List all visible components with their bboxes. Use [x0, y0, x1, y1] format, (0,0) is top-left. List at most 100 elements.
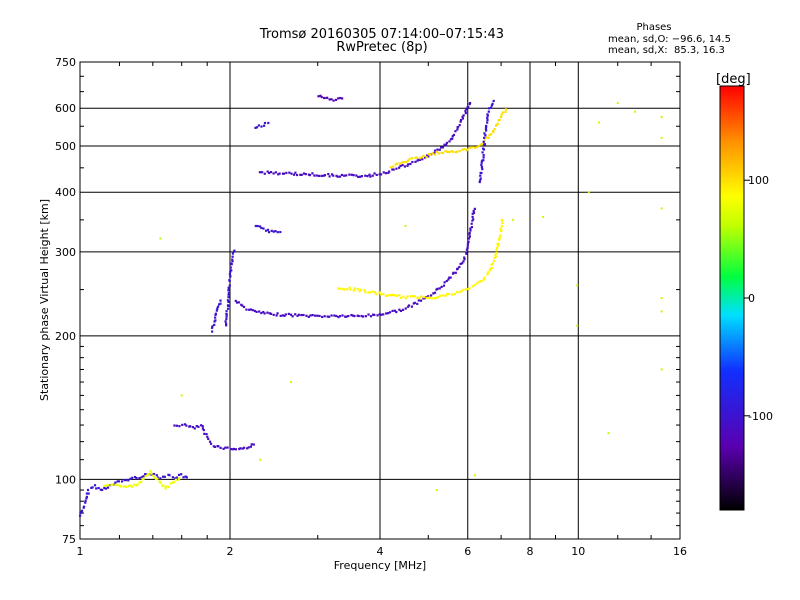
- data-point: [438, 148, 441, 151]
- data-point: [396, 162, 399, 165]
- data-point: [263, 124, 266, 127]
- data-point: [284, 313, 287, 316]
- data-point: [97, 486, 100, 490]
- data-point: [338, 175, 342, 178]
- data-point: [452, 150, 455, 153]
- data-point: [360, 175, 364, 178]
- data-point: [494, 253, 497, 257]
- data-point: [427, 155, 430, 158]
- data-point: [404, 307, 407, 310]
- data-point: [356, 314, 359, 317]
- data-point: [216, 305, 220, 308]
- data-point: [456, 267, 459, 270]
- data-point: [158, 480, 161, 483]
- data-point: [84, 501, 87, 504]
- data-point: [480, 163, 483, 167]
- data-point: [490, 106, 493, 109]
- data-point: [114, 483, 117, 486]
- data-point: [443, 281, 446, 284]
- data-point: [87, 492, 90, 495]
- data-point: [321, 315, 324, 319]
- data-point: [486, 116, 489, 119]
- data-point: [399, 296, 403, 300]
- data-point: [202, 428, 205, 432]
- data-point: [417, 158, 420, 161]
- data-point: [85, 497, 88, 500]
- data-point: [328, 98, 331, 101]
- data-point: [441, 151, 445, 155]
- data-point: [486, 273, 489, 276]
- data-point: [463, 258, 466, 261]
- data-point: [395, 167, 398, 170]
- data-point: [436, 287, 439, 290]
- data-point: [500, 115, 503, 118]
- data-point: [95, 487, 98, 490]
- data-point: [316, 314, 319, 317]
- data-point: [178, 425, 181, 428]
- data-point: [378, 313, 381, 316]
- data-point: [278, 172, 281, 175]
- data-point: [465, 288, 468, 291]
- data-point: [215, 309, 218, 312]
- data-point: [269, 170, 273, 174]
- data-point: [448, 276, 451, 279]
- data-point: [168, 474, 171, 477]
- data-point: [398, 166, 401, 169]
- data-point: [483, 136, 486, 139]
- data-point: [418, 297, 421, 300]
- data-point: [454, 130, 457, 133]
- data-point: [129, 477, 132, 480]
- data-point: [237, 301, 240, 304]
- data-point: [254, 224, 257, 228]
- data-point: [255, 126, 259, 129]
- data-point: [465, 248, 469, 251]
- data-point: [347, 314, 350, 318]
- data-point: [251, 309, 254, 312]
- data-point: [382, 292, 385, 296]
- data-point: [484, 134, 487, 137]
- data-point: [355, 174, 358, 177]
- data-point: [485, 129, 488, 132]
- data-point: [285, 171, 288, 175]
- data-point: [296, 314, 299, 317]
- data-point: [326, 315, 329, 318]
- data-point: [437, 152, 440, 155]
- data-point: [399, 309, 403, 313]
- data-point: [500, 229, 503, 232]
- data-point: [227, 286, 230, 289]
- data-point: [277, 173, 280, 176]
- data-point: [395, 294, 399, 297]
- data-point: [498, 238, 501, 241]
- data-point: [227, 293, 230, 296]
- data-point: [415, 156, 418, 159]
- data-point: [469, 229, 472, 232]
- data-point: [299, 173, 302, 176]
- data-point: [431, 152, 434, 155]
- data-point: [228, 284, 231, 287]
- data-point: [382, 313, 385, 316]
- data-point: [147, 473, 150, 476]
- data-point: [512, 218, 515, 221]
- data-point: [404, 297, 407, 300]
- data-point: [408, 157, 411, 160]
- data-point: [269, 312, 273, 315]
- data-point: [422, 154, 425, 158]
- data-point: [433, 151, 436, 155]
- data-point: [437, 295, 440, 299]
- data-point: [363, 288, 366, 292]
- data-point: [249, 445, 252, 448]
- data-point: [326, 96, 329, 99]
- data-point: [427, 153, 430, 156]
- data-point: [340, 173, 344, 177]
- data-point: [441, 146, 445, 149]
- data-point: [414, 160, 417, 163]
- grid-lines: [80, 62, 680, 539]
- data-point: [446, 150, 449, 153]
- colorbar-ticks: -100 0 100: [744, 174, 773, 423]
- data-point: [448, 150, 451, 154]
- data-point: [195, 425, 198, 428]
- data-point: [479, 174, 482, 177]
- data-point: [430, 294, 433, 297]
- data-point: [366, 175, 369, 178]
- chart-title: Tromsø 20160305 07:14:00–07:15:43: [259, 27, 505, 42]
